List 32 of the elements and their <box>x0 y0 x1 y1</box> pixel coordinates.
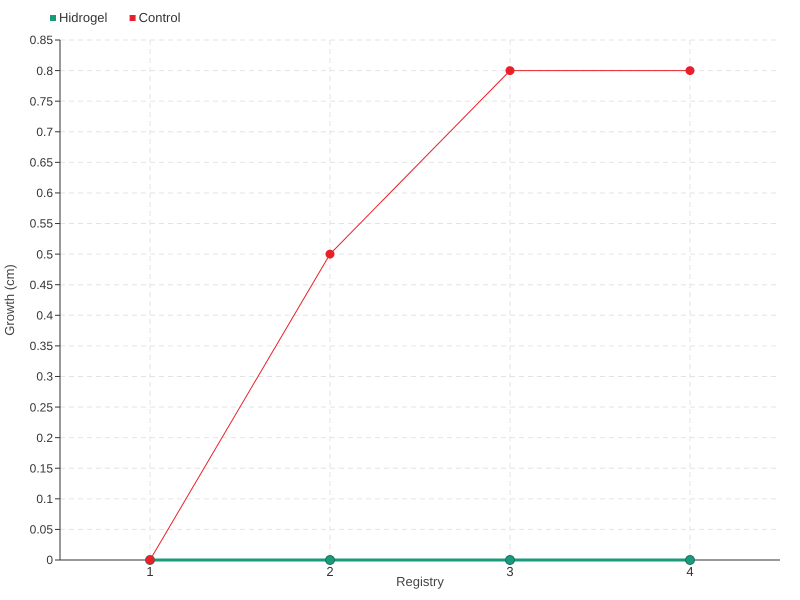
y-tick-label: 0 <box>46 553 54 568</box>
x-tick-label: 1 <box>146 564 154 579</box>
point <box>506 66 514 76</box>
y-tick-label: 0.05 <box>30 522 54 537</box>
point <box>685 555 695 565</box>
y-tick-label: 0.3 <box>36 370 54 384</box>
y-tick-label: 0.7 <box>36 124 54 139</box>
y-tick-label: 0.6 <box>36 186 54 200</box>
x-tick-label: 3 <box>506 564 514 579</box>
y-tick-label: 0.85 <box>30 33 54 48</box>
y-tick-label: 0.2 <box>36 430 54 445</box>
y-tick-label: 0.1 <box>36 492 54 506</box>
y-tick-label: 0.25 <box>30 400 54 414</box>
y-tick-label: 0.5 <box>36 247 54 262</box>
point <box>505 555 515 565</box>
legend-label: Control <box>138 10 181 25</box>
point <box>326 250 334 259</box>
y-tick-label: 0.65 <box>30 156 54 170</box>
y-tick-label: 0.55 <box>30 216 54 231</box>
y-tick-label: 0.4 <box>36 308 54 322</box>
y-tick-label: 0.45 <box>30 278 54 292</box>
y-axis-title: Growth (cm) <box>2 264 17 336</box>
x-tick-label: 4 <box>686 564 694 579</box>
y-tick-label: 0.8 <box>36 64 54 78</box>
legend-label: Hidrogel <box>59 10 108 25</box>
y-tick-label: 0.75 <box>30 94 54 108</box>
y-tick-label: 0.35 <box>30 339 54 354</box>
x-tick-label: 2 <box>326 564 334 579</box>
y-tick-label: 0.15 <box>30 461 54 476</box>
x-axis-title: Registry <box>396 574 444 589</box>
point <box>325 555 335 565</box>
point <box>686 66 694 76</box>
